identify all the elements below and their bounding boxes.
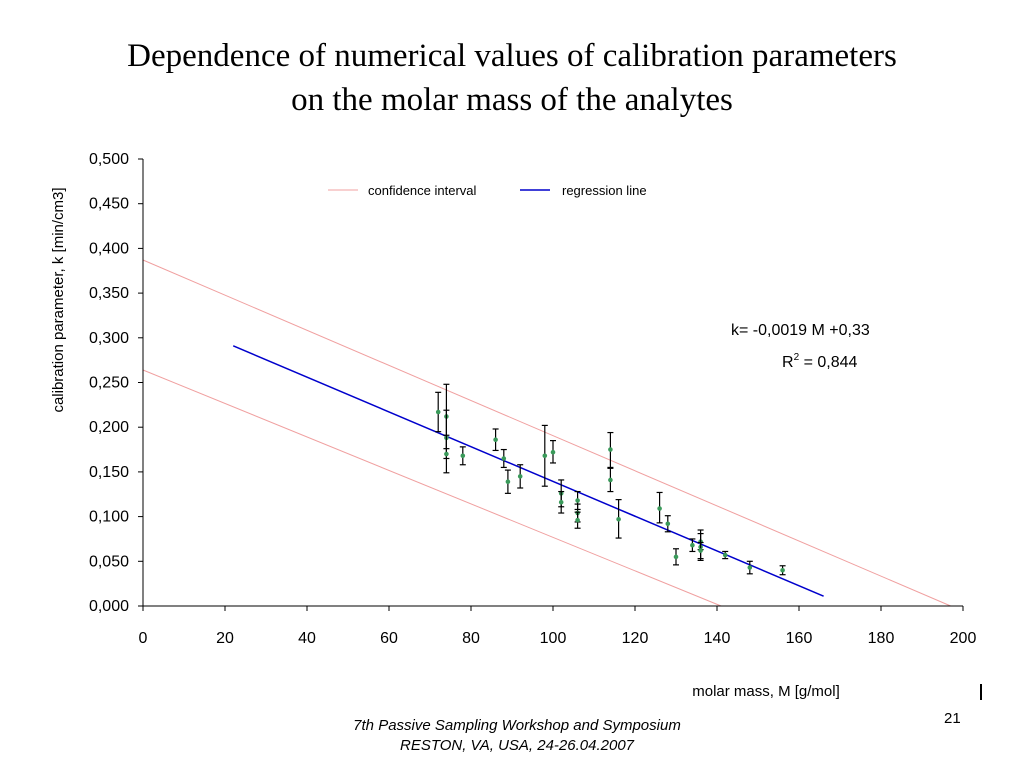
y-tick-label: 0,450 <box>89 196 129 213</box>
data-point <box>542 453 548 459</box>
r-squared-exponent: 2 <box>794 352 800 363</box>
data-point <box>575 498 580 503</box>
y-tick-label: 0,150 <box>89 464 129 481</box>
x-axis-title: molar mass, M [g/mol] <box>692 683 840 700</box>
x-tick-label: 0 <box>139 630 148 647</box>
data-point <box>698 548 703 553</box>
data-point <box>517 474 523 479</box>
data-point <box>780 567 785 573</box>
slide-title: Dependence of numerical values of calibr… <box>0 34 1024 122</box>
r-squared-value: = 0,844 <box>799 354 857 371</box>
data-point <box>444 451 449 457</box>
title-line-2: on the molar mass of the analytes <box>291 82 733 118</box>
data-point <box>608 447 613 452</box>
regression-equation: k= -0,0019 M +0,33 <box>731 322 870 339</box>
data-point <box>558 499 564 505</box>
data-point <box>608 477 613 483</box>
x-tick-label: 120 <box>622 630 649 647</box>
y-tick-label: 0,250 <box>89 375 129 392</box>
x-tick-label: 140 <box>704 630 731 647</box>
regression-line-group <box>232 345 824 597</box>
y-tick-label: 0,100 <box>89 509 129 526</box>
x-tick-label: 60 <box>380 630 398 647</box>
y-tick-label: 0,200 <box>89 419 129 436</box>
y-tick-label: 0,400 <box>89 240 129 257</box>
data-point <box>493 437 498 443</box>
confidence-lines <box>142 259 951 607</box>
x-tick-label: 40 <box>298 630 316 647</box>
x-tick-label: 200 <box>950 630 977 647</box>
data-point <box>657 506 662 511</box>
legend-confidence-label: confidence interval <box>368 183 477 198</box>
x-tick-label: 160 <box>786 630 813 647</box>
data-point <box>435 409 441 415</box>
regression-line <box>232 345 824 597</box>
text-cursor-mark <box>980 684 982 700</box>
data-point <box>722 552 728 558</box>
data-point <box>690 542 695 548</box>
data-point <box>747 565 753 570</box>
footer: 7th Passive Sampling Workshop and Sympos… <box>312 716 722 756</box>
page-number: 21 <box>944 710 961 727</box>
x-tick-label: 180 <box>868 630 895 647</box>
data-point <box>550 449 556 455</box>
x-tick-label: 80 <box>462 630 480 647</box>
title-line-1: Dependence of numerical values of calibr… <box>127 38 897 74</box>
y-tick-label: 0,300 <box>89 330 129 347</box>
confidence-lower-line <box>142 369 722 607</box>
data-points <box>435 383 786 576</box>
axis-ticks: 0 20 40 60 80 100 120 140 160 180 200 0,000 0,050 0,1… <box>89 151 976 647</box>
y-axis-title: calibration parameter, k [min/cm3] <box>50 187 67 412</box>
x-tick-label: 20 <box>216 630 234 647</box>
data-point <box>616 516 621 522</box>
data-point <box>460 453 466 459</box>
data-point <box>501 456 507 461</box>
data-point <box>505 479 511 485</box>
y-tick-label: 0,350 <box>89 285 129 302</box>
legend-regression-label: regression line <box>562 183 647 198</box>
data-point <box>575 517 580 523</box>
chart-axes <box>142 159 963 607</box>
legend: confidence interval regression line <box>328 183 647 198</box>
r-squared-label: R2 = 0,844 <box>782 352 858 371</box>
confidence-upper-line <box>142 259 951 607</box>
data-point <box>665 521 671 527</box>
x-tick-label: 100 <box>540 630 567 647</box>
y-tick-label: 0,500 <box>89 151 129 168</box>
r-squared-prefix: R <box>782 354 794 371</box>
y-tick-label: 0,050 <box>89 553 129 570</box>
footer-line-1: 7th Passive Sampling Workshop and Sympos… <box>353 717 681 734</box>
footer-line-2: RESTON, VA, USA, 24-26.04.2007 <box>399 737 635 754</box>
y-tick-label: 0,000 <box>89 598 129 615</box>
data-point <box>673 554 679 560</box>
